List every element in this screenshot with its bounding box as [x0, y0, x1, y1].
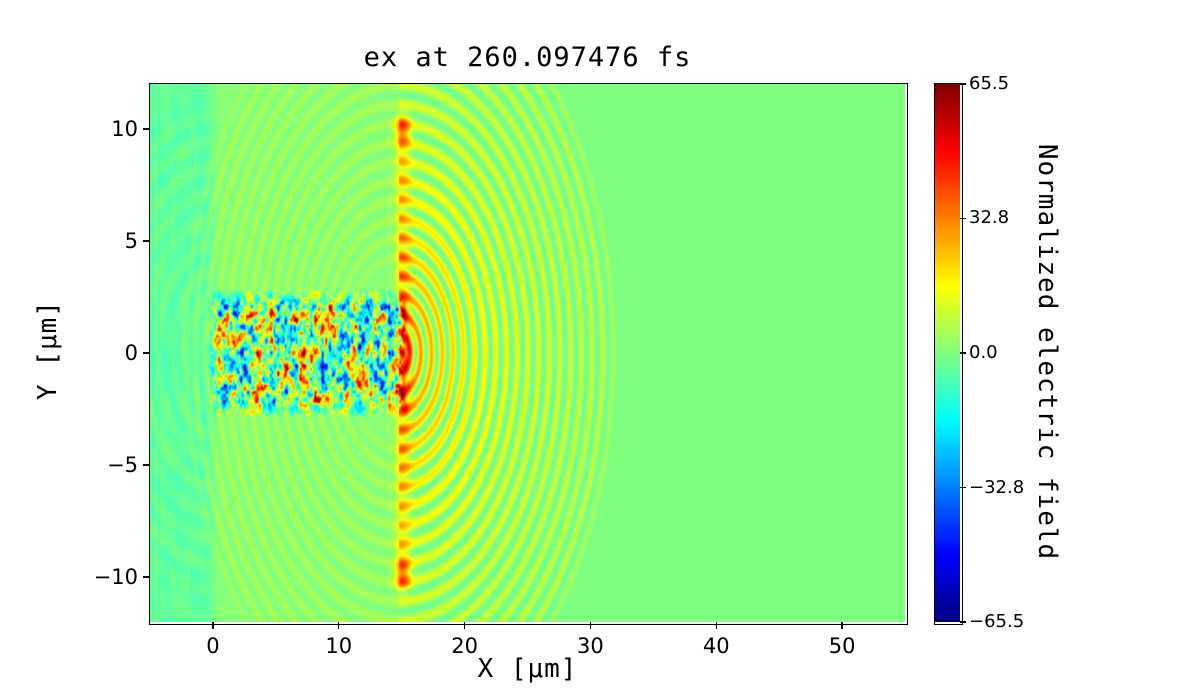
colorbar-label: Normalized electric field [1032, 143, 1062, 561]
colorbar-tick-mark [960, 621, 966, 623]
chart-title: ex at 260.097476 fs [363, 42, 692, 73]
y-axis-label: Y [μm] [33, 300, 63, 400]
x-tick-mark [589, 622, 592, 629]
x-tick-label: 30 [577, 634, 604, 658]
colorbar-gradient [935, 84, 960, 622]
heatmap-canvas [150, 84, 905, 622]
y-tick-label: 10 [111, 116, 138, 141]
y-tick-mark [143, 576, 150, 578]
y-tick-label: 5 [124, 228, 138, 253]
y-tick-mark [143, 240, 150, 242]
y-tick-label: −5 [107, 453, 138, 478]
x-tick-mark [463, 622, 466, 629]
x-tick-label: 50 [828, 634, 856, 658]
x-tick-mark [212, 622, 214, 629]
y-tick-mark [143, 352, 150, 354]
colorbar-tick-label: −65.5 [969, 611, 1025, 632]
colorbar-tick-mark [960, 83, 966, 85]
x-tick-label: 0 [206, 634, 220, 658]
colorbar-tick-label: 32.8 [969, 207, 1010, 229]
colorbar-tick-mark [960, 352, 966, 354]
x-tick-mark [841, 622, 843, 629]
colorbar-tick-label: 65.5 [969, 73, 1010, 94]
x-tick-label: 40 [702, 634, 730, 658]
colorbar-tick-label: 0.0 [969, 342, 998, 363]
x-tick-label: 10 [325, 634, 353, 658]
x-tick-mark [338, 622, 340, 629]
y-tick-mark [143, 464, 150, 466]
y-tick-label: 0 [124, 341, 138, 365]
y-tick-mark [143, 128, 150, 130]
colorbar-tick-label: −32.8 [969, 476, 1025, 498]
colorbar-tick-mark [960, 487, 966, 489]
y-tick-label: −10 [93, 565, 138, 590]
x-tick-label: 20 [451, 634, 478, 658]
colorbar-tick-mark [960, 217, 966, 219]
x-tick-mark [715, 622, 717, 629]
x-axis-label: X [μm] [477, 654, 578, 684]
